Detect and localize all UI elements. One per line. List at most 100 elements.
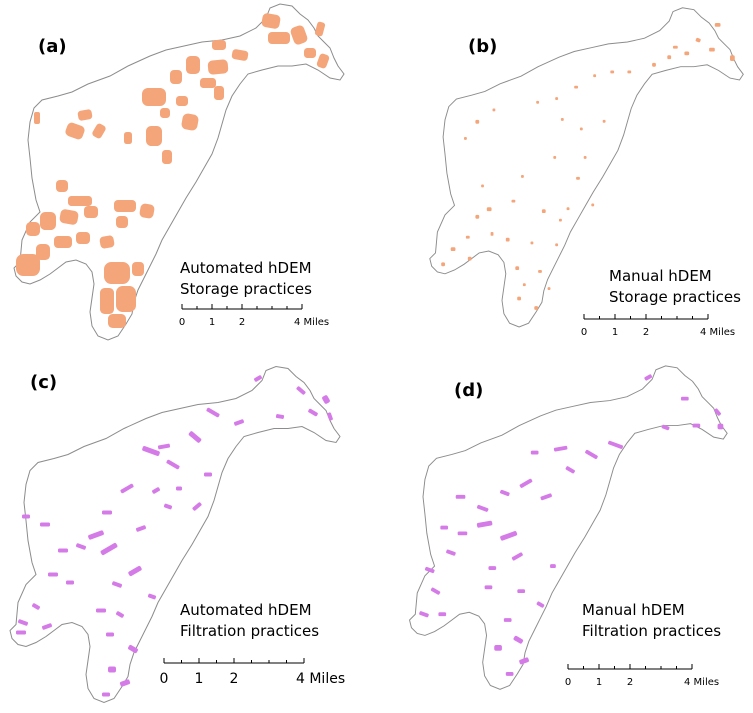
practice-patch bbox=[559, 218, 562, 222]
caption-practice: Filtration practices bbox=[582, 622, 722, 640]
practice-patch bbox=[132, 262, 144, 276]
watershed-boundary bbox=[13, 3, 345, 341]
scale-bar: 0 1 2 4 Miles bbox=[160, 657, 352, 696]
practice-patch bbox=[268, 32, 290, 44]
practice-patch bbox=[652, 62, 656, 67]
practice-patch bbox=[176, 486, 182, 491]
practice-patch bbox=[515, 266, 520, 270]
practice-patch bbox=[695, 37, 701, 43]
practice-patch bbox=[476, 520, 493, 528]
scale-bar: 0 1 2 4 Miles bbox=[581, 313, 742, 348]
practice-patch bbox=[111, 581, 123, 588]
practice-patch bbox=[212, 40, 226, 50]
practice-patch bbox=[170, 70, 182, 84]
scale-tick-label: 0 bbox=[565, 677, 571, 688]
practice-patch bbox=[680, 396, 689, 401]
practice-patch bbox=[505, 671, 514, 676]
map-panel-d: (d) Manual hDEM Filtration practices 0 1 2… bbox=[376, 356, 753, 713]
practice-patch bbox=[56, 180, 68, 192]
practice-patch bbox=[536, 601, 545, 608]
practice-patch bbox=[540, 493, 552, 501]
practice-patch bbox=[534, 306, 539, 310]
practice-patch bbox=[128, 644, 138, 654]
practice-patch bbox=[684, 51, 690, 56]
scale-tick-label: 2 bbox=[643, 327, 649, 338]
practice-patch bbox=[207, 59, 229, 75]
watershed-layer bbox=[13, 3, 345, 341]
practice-patch bbox=[521, 175, 524, 178]
practice-patch bbox=[75, 543, 87, 550]
map-panel-c: (c) Automated hDEM Filtration practices … bbox=[0, 356, 376, 713]
practice-patch bbox=[186, 56, 200, 74]
panel-label: (a) bbox=[38, 36, 67, 57]
practice-patch bbox=[206, 407, 220, 418]
practice-patch bbox=[583, 156, 587, 159]
practice-patch bbox=[114, 200, 136, 212]
practice-patch bbox=[661, 424, 670, 431]
practice-patch bbox=[505, 237, 510, 242]
scale-tick-label: 0 bbox=[179, 317, 185, 328]
practice-patch bbox=[550, 564, 556, 569]
practice-patch bbox=[511, 552, 523, 561]
practice-patch bbox=[41, 623, 53, 630]
practice-patch bbox=[314, 21, 326, 37]
practice-patch bbox=[142, 88, 166, 106]
practice-patch bbox=[565, 466, 575, 474]
practice-patch bbox=[419, 611, 429, 618]
panel-label: (c) bbox=[30, 372, 58, 393]
map-caption: Manual hDEM Filtration practices bbox=[582, 600, 721, 642]
practice-patch bbox=[40, 522, 50, 527]
practice-patch bbox=[48, 572, 58, 577]
watershed-boundary bbox=[408, 365, 728, 690]
practice-patch bbox=[500, 489, 510, 497]
map-panel-b: (b) Manual hDEM Storage practices 0 1 2 4 M… bbox=[376, 0, 753, 356]
practice-patch bbox=[84, 206, 98, 218]
practice-patch bbox=[500, 531, 518, 541]
practice-patch bbox=[530, 241, 534, 245]
practice-patch bbox=[308, 408, 318, 417]
practice-patch bbox=[519, 657, 529, 665]
practice-patch bbox=[66, 580, 74, 585]
practice-patch bbox=[530, 450, 539, 455]
scale-tick-label: 2 bbox=[627, 677, 633, 688]
practice-patch bbox=[484, 585, 493, 590]
watershed-map bbox=[408, 365, 728, 690]
practice-patch bbox=[261, 13, 281, 29]
practice-patch bbox=[730, 55, 735, 62]
practice-patch bbox=[26, 222, 40, 236]
practice-patch bbox=[34, 112, 40, 124]
practice-patch bbox=[163, 503, 173, 510]
practice-patch bbox=[142, 446, 160, 456]
practice-patch bbox=[100, 542, 118, 556]
practice-patch bbox=[467, 256, 472, 261]
watershed-map bbox=[13, 3, 345, 341]
practice-patch bbox=[40, 212, 56, 230]
practice-patch bbox=[77, 109, 93, 121]
practice-patch bbox=[54, 236, 72, 248]
practice-patch bbox=[517, 296, 521, 301]
practice-patch bbox=[566, 207, 570, 211]
scale-tick-label: 2 bbox=[230, 671, 239, 687]
panel-label: (b) bbox=[468, 36, 498, 57]
practice-patch bbox=[22, 514, 30, 519]
practice-patch bbox=[492, 108, 496, 112]
practice-patch bbox=[465, 235, 470, 239]
practice-patch bbox=[36, 244, 50, 260]
practice-patch bbox=[579, 127, 583, 131]
practice-patch bbox=[104, 262, 130, 284]
practice-patch bbox=[488, 566, 497, 570]
scale-tick-label: 1 bbox=[612, 327, 618, 338]
practice-patch bbox=[32, 603, 40, 610]
practice-patch bbox=[102, 692, 110, 697]
practice-patch bbox=[17, 619, 29, 626]
caption-method: Manual hDEM bbox=[582, 601, 685, 619]
practice-patch bbox=[290, 25, 308, 45]
practice-patch bbox=[513, 635, 524, 644]
map-caption: Automated hDEM Filtration practices bbox=[180, 600, 319, 642]
practice-patch bbox=[106, 632, 114, 637]
scale-bar: 0 1 2 4 Miles bbox=[179, 303, 329, 338]
practice-patch bbox=[157, 443, 171, 450]
practice-patch bbox=[591, 203, 595, 207]
scale-tick-label: 4 Miles bbox=[296, 671, 345, 687]
scale-tick-label: 2 bbox=[239, 317, 245, 328]
